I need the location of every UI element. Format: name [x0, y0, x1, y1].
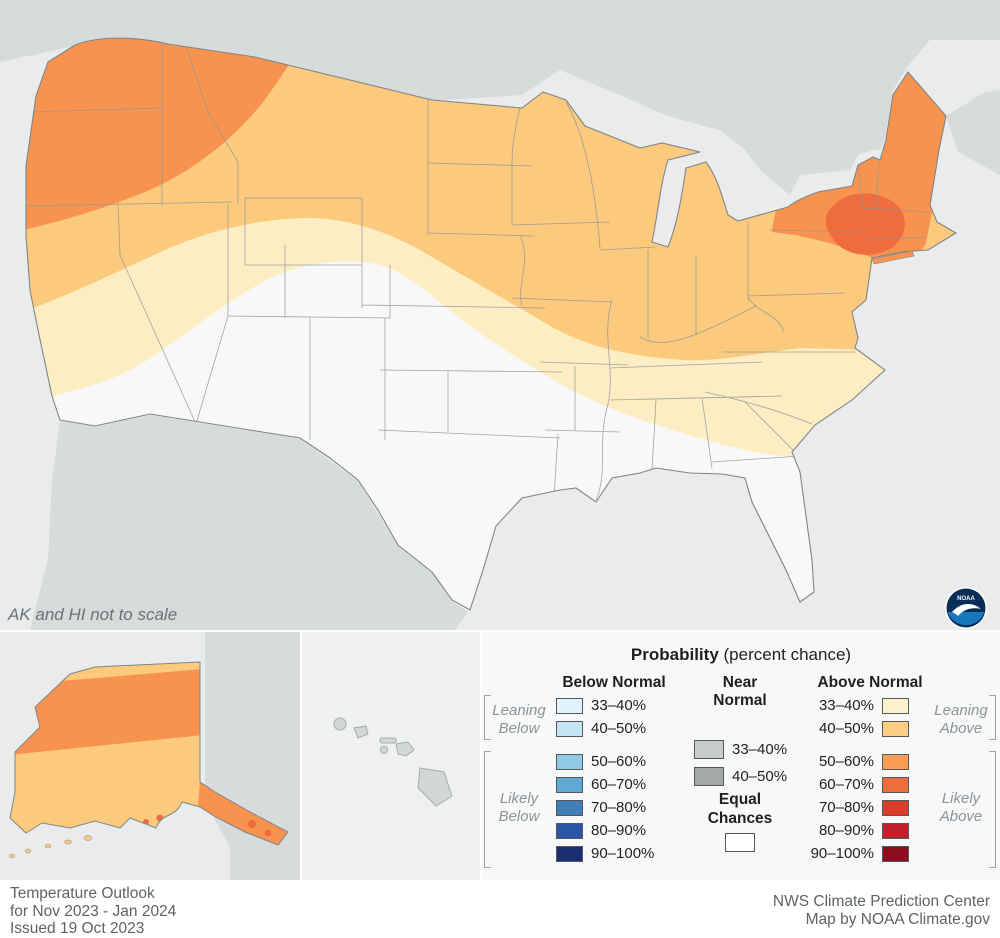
- legend-range-label: 40–50%: [732, 768, 788, 785]
- legend-range-label: 80–90%: [591, 822, 647, 839]
- color-swatch: [882, 799, 909, 816]
- below-normal-rows: 33–40% 40–50% 50–60% 60–70% 70–80% 80–90…: [556, 694, 654, 865]
- near-normal-header: Near Normal: [713, 674, 767, 709]
- below-normal-header: Below Normal: [562, 674, 666, 691]
- aleutian-islands: [9, 835, 93, 859]
- legend-row: 60–70%: [802, 773, 909, 796]
- canada-maritime-land: [946, 90, 1000, 175]
- color-swatch: [694, 740, 724, 759]
- bracket: [484, 751, 491, 868]
- legend-range-label: 70–80%: [818, 799, 874, 816]
- legend-range-label: 90–100%: [591, 845, 655, 862]
- legend-range-label: 50–60%: [818, 753, 874, 770]
- noaa-logo: NOAA: [945, 587, 987, 629]
- equal-chances-swatch: [725, 833, 755, 852]
- leaning-above-label: Leaning Above: [934, 702, 988, 737]
- legend-range-label: 60–70%: [818, 776, 874, 793]
- color-swatch: [556, 799, 583, 816]
- legend-row: 60–70%: [556, 773, 654, 796]
- legend-range-label: 50–60%: [591, 753, 647, 770]
- canada-land: [0, 0, 1000, 195]
- color-swatch: [556, 753, 583, 770]
- above-normal-rows: 33–40% 40–50% 50–60% 60–70% 70–80% 80–90…: [802, 694, 909, 865]
- state-borders: [26, 44, 931, 501]
- legend-row: 50–60%: [556, 750, 654, 773]
- legend-range-label: 40–50%: [818, 720, 874, 737]
- legend-row: 40–50%: [556, 717, 654, 740]
- legend-row: 33–40%: [556, 694, 654, 717]
- svg-text:NOAA: NOAA: [957, 596, 975, 602]
- legend-range-label: 70–80%: [591, 799, 647, 816]
- hawaii-map: [333, 717, 453, 807]
- scale-note: AK and HI not to scale: [8, 605, 178, 624]
- legend-row: 70–80%: [802, 796, 909, 819]
- legend-row: 80–90%: [556, 819, 654, 842]
- alaska-60-70-spot: [248, 820, 256, 828]
- bracket: [484, 695, 491, 740]
- legend-row: 70–80%: [556, 796, 654, 819]
- legend-row: 90–100%: [556, 842, 654, 865]
- conus-temperature-map: [0, 0, 1000, 630]
- alaska-60-70-spot: [264, 829, 272, 837]
- legend-row: 33–40%: [802, 694, 909, 717]
- near-normal-rows: 33–40% 40–50%: [694, 736, 787, 790]
- probability-legend: Probability (percent chance) Below Norma…: [480, 630, 1000, 880]
- legend-row: 33–40%: [694, 736, 787, 763]
- color-swatch: [882, 697, 909, 714]
- legend-range-label: 33–40%: [591, 697, 647, 714]
- legend-row: 90–100%: [802, 842, 909, 865]
- color-swatch: [882, 776, 909, 793]
- legend-range-label: 60–70%: [591, 776, 647, 793]
- noaa-gull-icon: [952, 603, 981, 616]
- alaska-panhandle-50-60: [198, 780, 288, 845]
- hawaii-islands: [333, 717, 453, 807]
- legend-range-label: 90–100%: [810, 845, 874, 862]
- footer-title: Temperature Outlook for Nov 2023 - Jan 2…: [10, 885, 177, 937]
- footer-bar: Temperature Outlook for Nov 2023 - Jan 2…: [0, 880, 1000, 938]
- alaska-inset-panel: [0, 630, 300, 880]
- bracket: [989, 751, 996, 868]
- alaska-outline: [9, 661, 289, 846]
- color-swatch: [882, 845, 909, 862]
- color-swatch: [882, 822, 909, 839]
- legend-row: 40–50%: [694, 763, 787, 790]
- color-swatch: [882, 720, 909, 737]
- bracket: [989, 695, 996, 740]
- mexico-land: [30, 415, 468, 630]
- color-swatch: [556, 822, 583, 839]
- legend-range-label: 40–50%: [591, 720, 647, 737]
- above-normal-header: Above Normal: [817, 674, 923, 691]
- likely-below-label: Likely Below: [498, 790, 540, 825]
- hawaii-inset-panel: [300, 630, 480, 880]
- leaning-below-label: Leaning Below: [492, 702, 546, 737]
- footer-credit: NWS Climate Prediction Center Map by NOA…: [772, 893, 990, 928]
- legend-row: 80–90%: [802, 819, 909, 842]
- legend-range-label: 80–90%: [818, 822, 874, 839]
- color-swatch: [556, 776, 583, 793]
- legend-range-label: 33–40%: [732, 741, 788, 758]
- color-swatch: [556, 697, 583, 714]
- color-swatch: [556, 720, 583, 737]
- above-50-60-region-northeast: [772, 67, 952, 264]
- color-swatch: [882, 753, 909, 770]
- legend-title: Probability (percent chance): [630, 645, 852, 664]
- long-island: [871, 250, 915, 265]
- color-swatch: [556, 845, 583, 862]
- us-outline: [25, 37, 958, 611]
- legend-row: 50–60%: [802, 750, 909, 773]
- likely-above-label: Likely Above: [939, 790, 983, 825]
- legend-range-label: 33–40%: [818, 697, 874, 714]
- legend-row: 40–50%: [802, 717, 909, 740]
- color-swatch: [694, 767, 724, 786]
- equal-chances-label: Equal Chances: [707, 791, 773, 827]
- alaska-map: [0, 632, 300, 880]
